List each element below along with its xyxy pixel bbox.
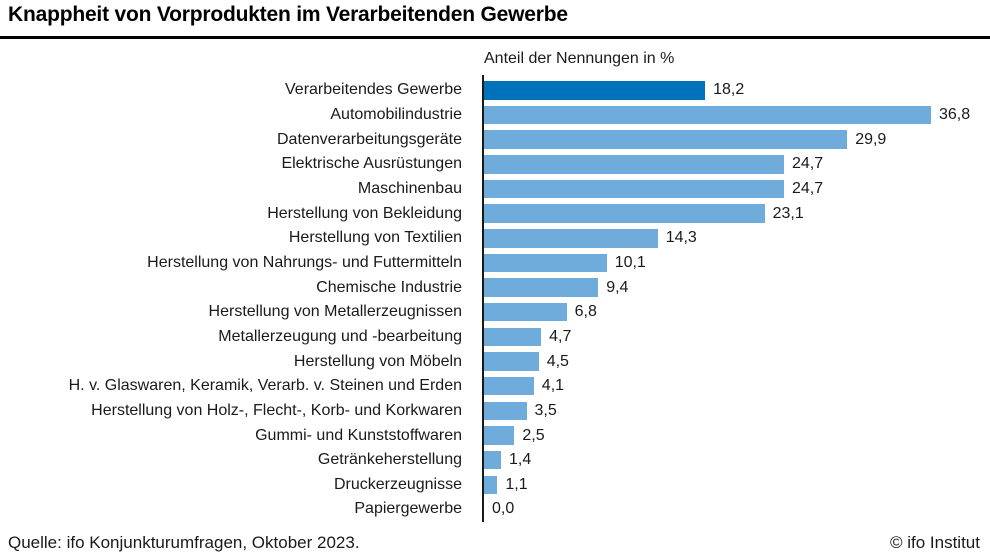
value-label: 2,5: [522, 426, 545, 444]
bar-row: Papiergewerbe 0,0: [0, 497, 990, 522]
category-label: Metallerzeugung und -bearbeitung: [218, 327, 462, 345]
bar-row: Elektrische Ausrüstungen 24,7: [0, 152, 990, 177]
category-label: Herstellung von Textilien: [288, 229, 462, 247]
bar: [484, 376, 534, 396]
value-label: 4,5: [546, 352, 569, 370]
bar: [484, 475, 498, 495]
category-label: Getränkeherstellung: [317, 451, 462, 469]
bar-row: Automobilindustrie 36,8: [0, 103, 990, 128]
category-label: Herstellung von Bekleidung: [267, 204, 462, 222]
bar-row: Gummi- und Kunststoffwaren 2,5: [0, 423, 990, 448]
bar: [484, 105, 931, 125]
bar-area: 3,5: [484, 399, 557, 424]
bar-area: 29,9: [484, 127, 886, 152]
bar-area: 4,5: [484, 349, 569, 374]
copyright-note: © ifo Institut: [889, 533, 980, 552]
bar-row: Getränkeherstellung 1,4: [0, 448, 990, 473]
value-label: 14,3: [665, 229, 697, 247]
category-label: Elektrische Ausrüstungen: [281, 155, 462, 173]
value-label: 6,8: [574, 303, 597, 321]
bar-area: 4,1: [484, 374, 564, 399]
bar-area: 1,4: [484, 448, 531, 473]
bar-area: 4,7: [484, 325, 571, 350]
page-title: Knappheit von Vorprodukten im Verarbeite…: [8, 3, 568, 26]
value-label: 9,4: [606, 278, 629, 296]
bar-highlighted: [484, 81, 706, 100]
bar-area: 24,7: [484, 152, 823, 177]
category-label: Chemische Industrie: [316, 278, 462, 296]
bar: [484, 426, 515, 445]
category-label: Druckerzeugnisse: [333, 475, 462, 493]
bar-area: 23,1: [484, 201, 804, 226]
bar-row: Maschinenbau 24,7: [0, 177, 990, 202]
bar-area: 6,8: [484, 300, 597, 325]
category-label: Automobilindustrie: [330, 105, 462, 123]
bar-area: 36,8: [484, 103, 970, 128]
bar-row: Verarbeitendes Gewerbe 18,2: [0, 78, 990, 103]
value-label: 0,0: [492, 500, 515, 518]
bar-row: Herstellung von Möbeln 4,5: [0, 349, 990, 374]
bar: [484, 179, 784, 199]
value-label: 1,4: [509, 451, 532, 469]
bar-row: Herstellung von Nahrungs- und Futtermitt…: [0, 251, 990, 276]
bar-area: 0,0: [484, 497, 514, 522]
bar: [484, 302, 567, 322]
value-label: 18,2: [713, 81, 745, 99]
category-label: Gummi- und Kunststoffwaren: [255, 426, 462, 444]
bar-area: 9,4: [484, 275, 628, 300]
bar-row: H. v. Glaswaren, Keramik, Verarb. v. Ste…: [0, 374, 990, 399]
value-label: 29,9: [855, 130, 887, 148]
bar-area: 18,2: [484, 78, 744, 103]
value-label: 23,1: [772, 204, 804, 222]
bar-area: 24,7: [484, 177, 823, 202]
bar: [484, 229, 658, 248]
value-label: 10,1: [614, 253, 646, 271]
value-label: 24,7: [792, 155, 824, 173]
title-divider: [0, 36, 990, 39]
bar-area: 10,1: [484, 251, 646, 276]
category-label: H. v. Glaswaren, Keramik, Verarb. v. Ste…: [68, 377, 462, 395]
value-label: 3,5: [534, 401, 557, 419]
bar: [484, 204, 765, 223]
bar: [484, 155, 784, 174]
value-label: 1,1: [505, 475, 528, 493]
bar-row: Chemische Industrie 9,4: [0, 275, 990, 300]
bar: [484, 401, 527, 421]
source-note: Quelle: ifo Konjunkturumfragen, Oktober …: [8, 533, 360, 552]
value-label: 36,8: [939, 105, 971, 123]
bar-row: Herstellung von Bekleidung 23,1: [0, 201, 990, 226]
bar-area: 2,5: [484, 423, 545, 448]
bar-row: Druckerzeugnisse 1,1: [0, 473, 990, 498]
bar: [484, 278, 599, 297]
bar-area: 1,1: [484, 473, 528, 498]
bar: [484, 352, 539, 371]
category-label: Herstellung von Möbeln: [293, 352, 462, 370]
bar-row: Metallerzeugung und -bearbeitung 4,7: [0, 325, 990, 350]
bar: [484, 450, 501, 470]
category-label: Herstellung von Metallerzeugnissen: [208, 303, 462, 321]
bar-area: 14,3: [484, 226, 697, 251]
bar: [484, 130, 848, 149]
category-label: Verarbeitendes Gewerbe: [285, 81, 462, 99]
value-label: 4,1: [541, 377, 565, 395]
category-label: Papiergewerbe: [354, 500, 462, 518]
category-label: Datenverarbeitungsgeräte: [276, 130, 462, 148]
bar: [484, 253, 607, 273]
bar-row: Herstellung von Holz-, Flecht-, Korb- un…: [0, 399, 990, 424]
chart-rows: Verarbeitendes Gewerbe 18,2 Automobilindus…: [0, 78, 990, 522]
category-label: Herstellung von Nahrungs- und Futtermitt…: [147, 253, 462, 271]
value-label: 4,7: [549, 327, 572, 345]
category-label: Herstellung von Holz-, Flecht-, Korb- un…: [91, 401, 462, 419]
bar: [484, 327, 542, 347]
bar-chart: Verarbeitendes Gewerbe 18,2 Automobilindus…: [0, 78, 990, 522]
bar-row: Herstellung von Metallerzeugnissen 6,8: [0, 300, 990, 325]
bar-row: Herstellung von Textilien 14,3: [0, 226, 990, 251]
y-axis-line: [482, 75, 484, 522]
axis-unit-label: Anteil der Nennungen in %: [484, 50, 675, 67]
footer: Quelle: ifo Konjunkturumfragen, Oktober …: [8, 533, 980, 553]
value-label: 24,7: [792, 179, 824, 197]
category-label: Maschinenbau: [357, 179, 462, 197]
bar-row: Datenverarbeitungsgeräte 29,9: [0, 127, 990, 152]
